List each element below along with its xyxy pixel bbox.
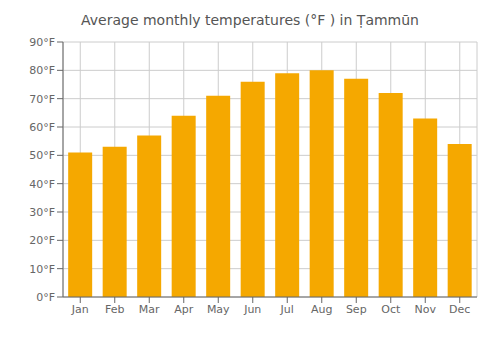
svg-text:50°F: 50°F [29, 149, 55, 162]
svg-text:90°F: 90°F [29, 36, 55, 49]
svg-text:Mar: Mar [139, 303, 160, 316]
svg-text:40°F: 40°F [29, 178, 55, 191]
svg-text:20°F: 20°F [29, 234, 55, 247]
svg-text:Sep: Sep [346, 303, 367, 316]
html-text:Average monthly temperatures (: Average monthly temperatures (°F ) in Ṭa… [81, 12, 419, 28]
svg-text:Feb: Feb [105, 303, 124, 316]
svg-text:Jun: Jun [243, 303, 261, 316]
svg-text:60°F: 60°F [29, 121, 55, 134]
svg-text:80°F: 80°F [29, 64, 55, 77]
svg-text:Aug: Aug [311, 303, 332, 316]
svg-text:70°F: 70°F [29, 93, 55, 106]
svg-text:Nov: Nov [415, 303, 437, 316]
svg-text:Jul: Jul [280, 303, 294, 316]
svg-text:May: May [207, 303, 230, 316]
svg-text:Oct: Oct [381, 303, 401, 316]
svg-text:10°F: 10°F [29, 263, 55, 276]
svg-text:Jan: Jan [71, 303, 89, 316]
svg-text:0°F: 0°F [36, 291, 55, 304]
svg-text:Apr: Apr [174, 303, 194, 316]
svg-text:30°F: 30°F [29, 206, 55, 219]
svg-text:Dec: Dec [449, 303, 470, 316]
